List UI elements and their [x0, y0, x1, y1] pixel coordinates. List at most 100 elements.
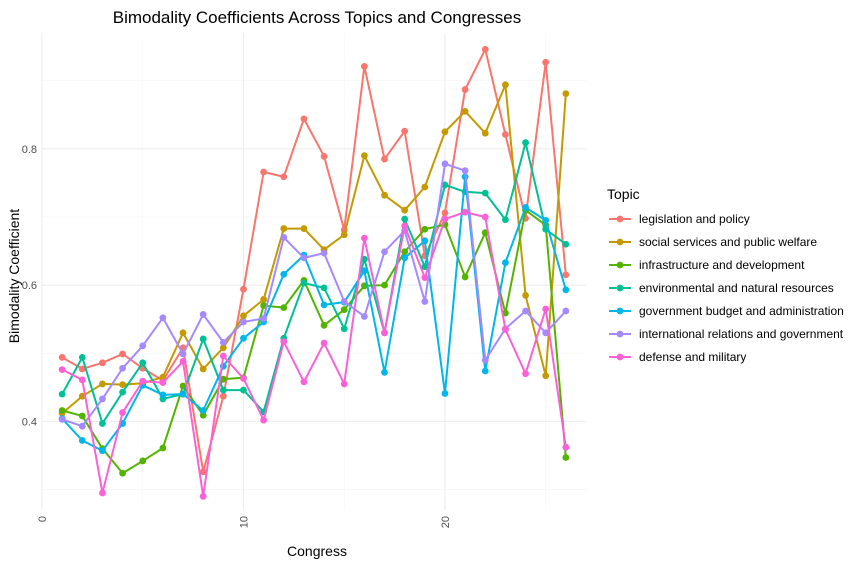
data-point — [78, 412, 86, 420]
data-point — [119, 350, 126, 358]
data-point — [441, 215, 449, 223]
legend-key-point — [616, 330, 624, 338]
data-point — [159, 373, 167, 381]
data-point — [280, 338, 288, 346]
y-axis-ticks: 0.4 0.6 0.8 — [22, 144, 37, 429]
legend-key-point — [616, 284, 624, 292]
series-5 — [58, 160, 570, 430]
data-point — [99, 447, 106, 455]
legend-label: government budget and administration — [639, 304, 844, 318]
data-point — [421, 298, 429, 305]
data-point — [481, 213, 489, 221]
data-point — [199, 311, 207, 318]
data-point — [58, 366, 66, 374]
data-point — [360, 62, 368, 70]
data-point — [360, 267, 368, 275]
data-point — [240, 285, 247, 293]
data-point — [119, 409, 126, 416]
data-point — [119, 364, 126, 372]
data-point — [522, 370, 529, 378]
y-tick-label: 0.6 — [22, 280, 37, 292]
x-tick-label: 0 — [37, 516, 49, 522]
data-point — [280, 234, 288, 241]
data-point — [78, 437, 86, 444]
data-point — [360, 152, 368, 160]
data-point — [481, 129, 489, 137]
data-point — [461, 208, 469, 216]
data-point — [240, 318, 247, 326]
data-point — [441, 128, 449, 136]
data-point — [502, 326, 509, 333]
data-point — [280, 225, 288, 232]
data-point — [58, 407, 66, 414]
data-point — [280, 270, 288, 278]
data-point — [78, 376, 86, 384]
data-point — [461, 107, 469, 115]
data-point — [401, 248, 409, 256]
series-line — [61, 48, 567, 473]
y-tick-label: 0.8 — [22, 144, 37, 156]
series-line — [61, 162, 567, 428]
data-point — [219, 352, 227, 360]
data-point — [461, 273, 469, 281]
data-point — [502, 216, 509, 224]
data-point — [542, 216, 550, 224]
legend-key-point — [616, 307, 624, 315]
data-point — [139, 342, 147, 350]
data-point — [481, 189, 489, 197]
series-layer — [58, 45, 570, 500]
legend-title: Topic — [607, 186, 640, 202]
data-point — [179, 329, 187, 337]
legend-item: international relations and government — [609, 327, 844, 341]
data-point — [522, 139, 529, 147]
data-point — [441, 209, 449, 217]
data-point — [199, 407, 207, 414]
data-point — [240, 334, 247, 342]
legend-label: defense and military — [639, 350, 746, 364]
data-point — [300, 115, 308, 123]
data-point — [562, 240, 570, 248]
data-point — [441, 390, 449, 397]
data-point — [99, 420, 106, 427]
data-point — [99, 395, 106, 403]
data-point — [441, 160, 449, 168]
data-point — [381, 155, 388, 163]
data-point — [320, 152, 328, 160]
data-point — [300, 378, 308, 386]
data-point — [99, 380, 106, 388]
data-point — [78, 422, 86, 430]
data-point — [502, 131, 509, 138]
data-point — [139, 457, 147, 465]
data-point — [320, 301, 328, 309]
data-point — [320, 321, 328, 329]
data-point — [522, 291, 529, 299]
data-point — [562, 443, 570, 451]
legend-key-point — [616, 353, 624, 361]
data-point — [219, 338, 227, 346]
legend-item: environmental and natural resources — [609, 281, 834, 295]
data-point — [421, 237, 429, 245]
legend-item: defense and military — [609, 350, 746, 364]
y-tick-label: 0.4 — [22, 416, 37, 428]
data-point — [401, 206, 409, 214]
data-point — [360, 234, 368, 242]
data-point — [260, 315, 268, 322]
data-point — [119, 381, 126, 389]
data-point — [441, 181, 449, 189]
data-point — [320, 284, 328, 292]
data-point — [240, 312, 247, 320]
series-6 — [58, 208, 570, 500]
data-point — [99, 489, 106, 497]
data-point — [421, 274, 429, 282]
data-point — [159, 444, 167, 452]
data-point — [542, 58, 550, 66]
data-point — [199, 411, 207, 419]
legend-label: infrastructure and development — [639, 258, 805, 272]
data-point — [119, 388, 126, 396]
data-point — [381, 329, 388, 337]
legend-label: international relations and government — [639, 327, 844, 341]
data-point — [300, 225, 308, 232]
legend-item: legislation and policy — [609, 212, 750, 226]
data-point — [421, 263, 429, 271]
